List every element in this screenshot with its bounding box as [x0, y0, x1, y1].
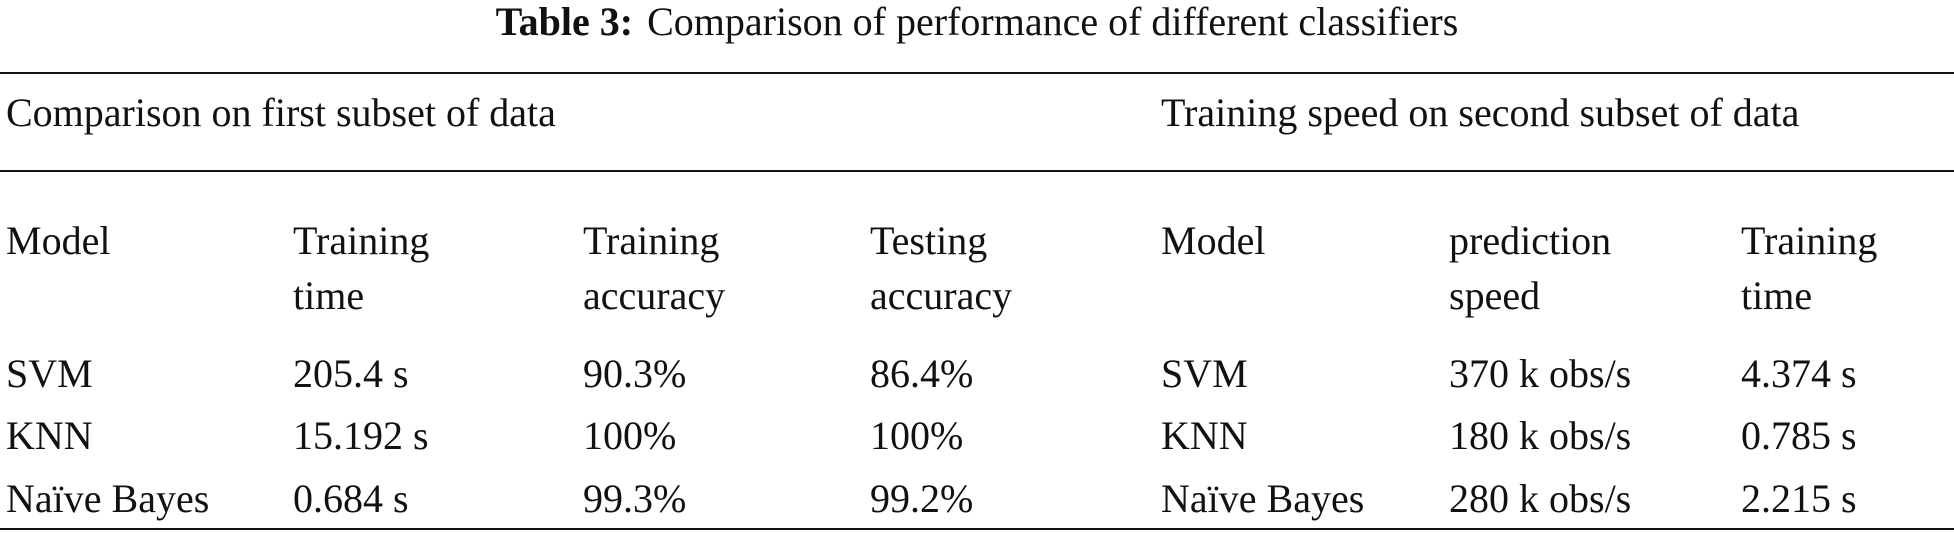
top-rule — [0, 72, 1954, 74]
table-cell: 99.2% — [870, 476, 974, 521]
column-header: Model — [6, 218, 111, 263]
caption: Table 3: Comparison of performance of dif… — [0, 2, 1954, 42]
column-header: prediction — [1449, 218, 1612, 263]
table-cell: Naïve Bayes — [1161, 476, 1365, 521]
table-cell: 4.374 s — [1741, 351, 1857, 396]
caption-label: Table 3: — [495, 0, 634, 44]
column-header: accuracy — [583, 273, 726, 318]
table-cell: KNN — [6, 413, 93, 458]
table-cell: KNN — [1161, 413, 1248, 458]
table-cell: 100% — [583, 413, 677, 458]
table-cell: 205.4 s — [293, 351, 409, 396]
caption-text: Comparison of performance of different c… — [647, 0, 1459, 44]
table-cell: 280 k obs/s — [1449, 476, 1632, 521]
column-header: accuracy — [870, 273, 1013, 318]
table-cell: 15.192 s — [293, 413, 429, 458]
group-header: Training speed on second subset of data — [1161, 90, 1800, 135]
table-cell: 2.215 s — [1741, 476, 1857, 521]
table-cell: 370 k obs/s — [1449, 351, 1632, 396]
table-cell: 0.785 s — [1741, 413, 1857, 458]
table-cell: 90.3% — [583, 351, 687, 396]
group-header: Comparison on first subset of data — [6, 90, 556, 135]
column-header: speed — [1449, 273, 1541, 318]
table-cell: 100% — [870, 413, 964, 458]
column-header: Training — [583, 218, 720, 263]
table-cell: 180 k obs/s — [1449, 413, 1632, 458]
table-cell: SVM — [6, 351, 93, 396]
table-cell: 86.4% — [870, 351, 974, 396]
column-header: Training — [293, 218, 430, 263]
column-header: time — [1741, 273, 1813, 318]
column-header: time — [293, 273, 365, 318]
table-cell: 0.684 s — [293, 476, 409, 521]
column-header: Testing — [870, 218, 988, 263]
table-cell: 99.3% — [583, 476, 687, 521]
column-header: Training — [1741, 218, 1878, 263]
bottom-rule — [0, 528, 1954, 530]
group-rule — [0, 170, 1954, 172]
table-cell: Naïve Bayes — [6, 476, 210, 521]
column-header: Model — [1161, 218, 1266, 263]
table-cell: SVM — [1161, 351, 1248, 396]
